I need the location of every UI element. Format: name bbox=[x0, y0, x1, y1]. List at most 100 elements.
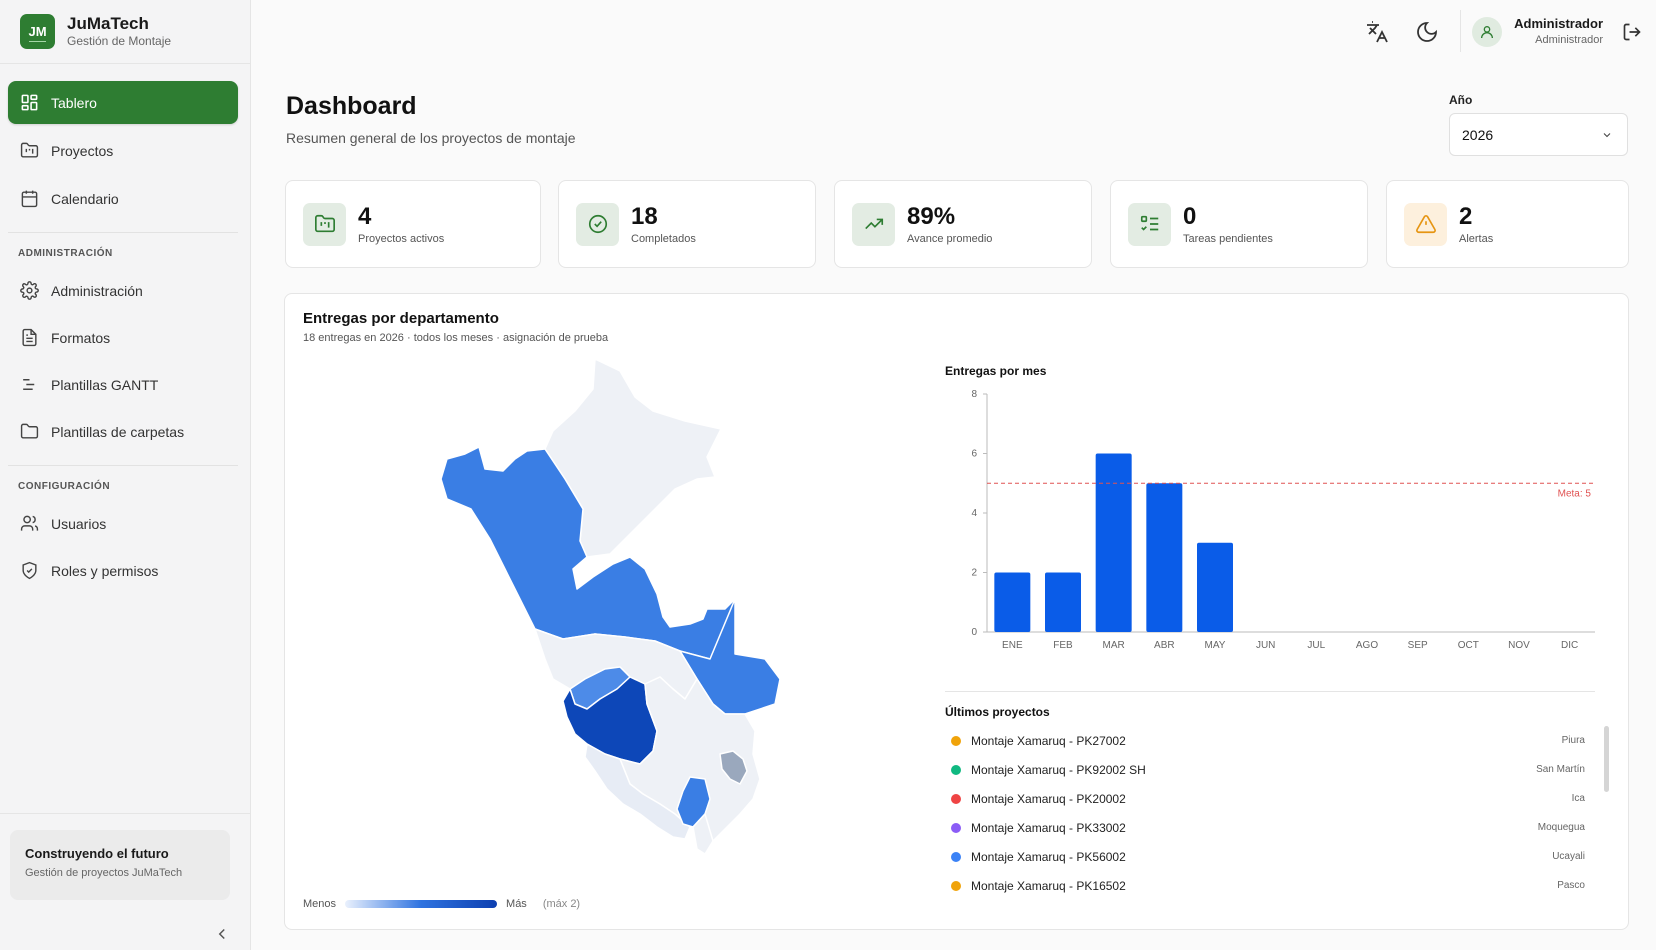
user-icon bbox=[1481, 26, 1493, 39]
divider bbox=[0, 813, 250, 814]
brand-subtitle: Gestión de Montaje bbox=[67, 34, 172, 48]
project-name: Montaje Xamaruq - PK20002 bbox=[971, 791, 1126, 806]
map-region-loreto[interactable] bbox=[544, 359, 722, 558]
logout-icon[interactable] bbox=[1622, 22, 1642, 42]
year-select[interactable]: 2026 bbox=[1449, 113, 1628, 156]
project-name: Montaje Xamaruq - PK92002 SH bbox=[971, 762, 1146, 777]
stat-value: 18 bbox=[631, 202, 658, 230]
section-label-admin: ADMINISTRACIÓN bbox=[18, 248, 113, 259]
section-label-config: CONFIGURACIÓN bbox=[18, 481, 111, 492]
stat-card-alerts[interactable]: 2 Alertas bbox=[1386, 180, 1629, 268]
sidebar-item-label: Usuarios bbox=[51, 515, 107, 532]
page-subtitle: Resumen general de los proyectos de mont… bbox=[286, 130, 576, 146]
x-tick-label: OCT bbox=[1458, 640, 1479, 651]
recent-projects-title: Últimos proyectos bbox=[945, 705, 1050, 719]
divider bbox=[8, 232, 238, 233]
status-dot bbox=[951, 880, 961, 891]
scrollbar[interactable] bbox=[1604, 726, 1609, 792]
list-item[interactable]: Montaje Xamaruq - PK92002 SH San Martín bbox=[951, 755, 1585, 784]
chart-title: Entregas por mes bbox=[945, 364, 1047, 378]
stat-value: 89% bbox=[907, 202, 956, 230]
list-item[interactable]: Montaje Xamaruq - PK20002 Ica bbox=[951, 784, 1585, 813]
x-tick-label: ENE bbox=[1002, 640, 1023, 651]
sidebar-item-plantillas-carpetas[interactable]: Plantillas de carpetas bbox=[8, 410, 238, 453]
project-location: Ucayali bbox=[1552, 851, 1585, 862]
translate-icon[interactable] bbox=[1365, 20, 1389, 44]
divider bbox=[945, 691, 1595, 692]
sidebar-footer-card: Construyendo el futuro Gestión de proyec… bbox=[10, 830, 230, 900]
list-item[interactable]: Montaje Xamaruq - PK56002 Ucayali bbox=[951, 842, 1585, 871]
status-dot bbox=[951, 764, 961, 775]
panel-subtitle: 18 entregas en 2026 · todos los meses · … bbox=[303, 332, 609, 344]
stat-icon-bg bbox=[576, 202, 619, 246]
sidebar-item-tablero[interactable]: Tablero bbox=[8, 81, 238, 124]
sidebar-item-roles[interactable]: Roles y permisos bbox=[8, 549, 238, 592]
footer-card-subtitle: Gestión de proyectos JuMaTech bbox=[25, 867, 183, 879]
document-icon bbox=[22, 328, 37, 347]
project-location: Moquegua bbox=[1537, 822, 1585, 833]
avatar[interactable] bbox=[1472, 17, 1502, 47]
stat-label: Tareas pendientes bbox=[1183, 232, 1273, 245]
stat-icon-bg bbox=[1404, 202, 1447, 246]
x-tick-label: JUL bbox=[1307, 640, 1325, 651]
sidebar-item-plantillas-gantt[interactable]: Plantillas GANTT bbox=[8, 363, 238, 406]
department-map[interactable] bbox=[435, 359, 785, 874]
recent-projects-list: Montaje Xamaruq - PK27002 Piura Montaje … bbox=[951, 726, 1585, 900]
brand-divider bbox=[0, 63, 250, 64]
x-tick-label: ABR bbox=[1154, 640, 1175, 651]
map-region-arequipa[interactable] bbox=[584, 743, 691, 840]
sidebar-item-label: Proyectos bbox=[51, 142, 114, 159]
stat-label: Avance promedio bbox=[907, 232, 993, 245]
page-title: Dashboard bbox=[286, 92, 417, 120]
legend-gradient bbox=[345, 900, 498, 908]
sidebar: JM JuMaTech Gestión de Montaje Tablero P… bbox=[0, 0, 251, 950]
chevron-left-icon[interactable] bbox=[213, 925, 231, 943]
check-circle-icon bbox=[588, 214, 607, 234]
stat-card-progress[interactable]: 89% Avance promedio bbox=[834, 180, 1092, 268]
moon-icon[interactable] bbox=[1415, 20, 1439, 44]
bar-feb bbox=[1045, 572, 1081, 632]
users-icon bbox=[20, 515, 39, 531]
sidebar-item-label: Roles y permisos bbox=[51, 562, 159, 579]
brand[interactable]: JM JuMaTech Gestión de Montaje bbox=[20, 14, 171, 49]
stat-value: 0 bbox=[1183, 202, 1197, 230]
list-item[interactable]: Montaje Xamaruq - PK27002 Piura bbox=[951, 726, 1585, 755]
sidebar-item-formatos[interactable]: Formatos bbox=[8, 316, 238, 359]
task-list-icon bbox=[1140, 215, 1158, 231]
sidebar-item-usuarios[interactable]: Usuarios bbox=[8, 502, 238, 545]
shield-icon bbox=[22, 561, 37, 580]
list-item[interactable]: Montaje Xamaruq - PK33002 Moquegua bbox=[951, 813, 1585, 842]
sidebar-item-calendario[interactable]: Calendario bbox=[8, 177, 238, 220]
stat-label: Alertas bbox=[1459, 232, 1494, 245]
y-tick-label: 4 bbox=[971, 508, 977, 519]
stat-card-pending-tasks[interactable]: 0 Tareas pendientes bbox=[1110, 180, 1368, 268]
y-tick-label: 2 bbox=[971, 568, 977, 579]
x-tick-label: MAY bbox=[1205, 640, 1226, 651]
chevron-down-icon bbox=[1603, 133, 1611, 138]
sidebar-item-label: Tablero bbox=[51, 94, 97, 111]
stat-label: Completados bbox=[631, 232, 696, 245]
sidebar-item-label: Formatos bbox=[51, 329, 111, 346]
sidebar-item-label: Plantillas GANTT bbox=[51, 376, 159, 393]
bar-may bbox=[1197, 542, 1233, 632]
map-region-south[interactable] bbox=[619, 676, 761, 842]
map-region-tacna[interactable] bbox=[692, 813, 714, 855]
stat-icon-bg bbox=[1128, 202, 1171, 246]
stat-icon-bg bbox=[852, 202, 895, 246]
list-item[interactable]: Montaje Xamaruq - PK16502 Pasco bbox=[951, 871, 1585, 900]
stat-card-completed[interactable]: 18 Completados bbox=[558, 180, 816, 268]
sidebar-item-label: Administración bbox=[51, 282, 143, 299]
map-region-puno[interactable] bbox=[719, 750, 748, 785]
warning-icon bbox=[1415, 215, 1436, 234]
status-dot bbox=[951, 793, 961, 804]
y-tick-label: 0 bbox=[971, 627, 977, 638]
user-name: Administrador bbox=[1514, 16, 1603, 31]
sidebar-item-administracion[interactable]: Administración bbox=[8, 269, 238, 312]
sidebar-item-proyectos[interactable]: Proyectos bbox=[8, 129, 238, 172]
status-dot bbox=[951, 851, 961, 862]
x-tick-label: FEB bbox=[1053, 640, 1073, 651]
y-tick-label: 6 bbox=[971, 449, 977, 460]
project-name: Montaje Xamaruq - PK16502 bbox=[971, 878, 1126, 893]
stat-card-active-projects[interactable]: 4 Proyectos activos bbox=[285, 180, 541, 268]
stat-value: 4 bbox=[358, 202, 372, 230]
